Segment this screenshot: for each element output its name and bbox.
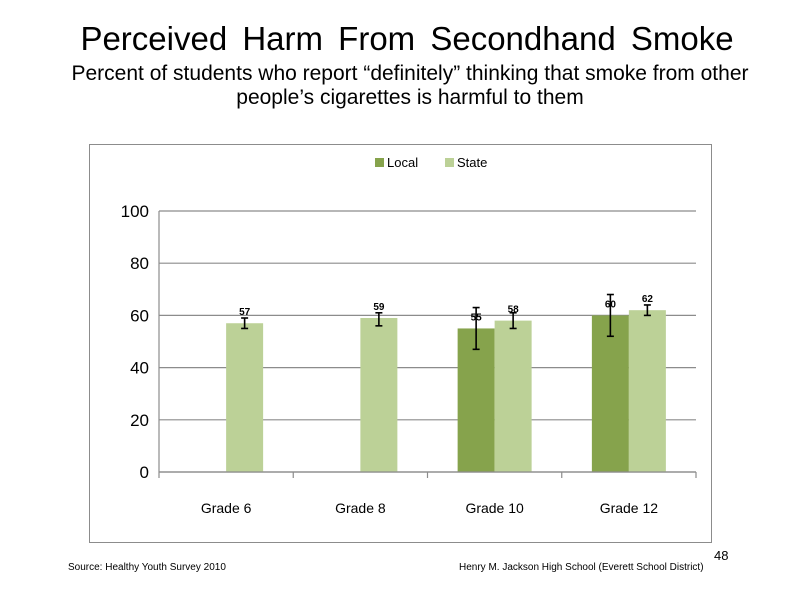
school-credit: Henry M. Jackson High School (Everett Sc… bbox=[459, 562, 704, 573]
x-category-label: Grade 8 bbox=[335, 500, 386, 516]
data-label: 57 bbox=[239, 307, 251, 318]
x-category-label: Grade 12 bbox=[600, 500, 659, 516]
chart-area: 0 20 40 60 80 100 57 Grade 6 59 Grade 8 55 58 Grade … bbox=[89, 144, 712, 543]
bar-state bbox=[494, 320, 532, 472]
bar-local bbox=[591, 315, 629, 472]
y-tick-label: 20 bbox=[130, 411, 149, 430]
y-tick-label: 40 bbox=[130, 359, 149, 378]
bar-chart: 0 20 40 60 80 100 57 Grade 6 59 Grade 8 55 58 Grade … bbox=[121, 155, 697, 516]
y-tick-label: 0 bbox=[140, 463, 149, 482]
slide-subtitle: Percent of students who report “definite… bbox=[71, 62, 749, 109]
bar-state bbox=[360, 318, 398, 472]
legend-swatch-state bbox=[445, 158, 454, 167]
x-category-label: Grade 10 bbox=[465, 500, 524, 516]
bar-local bbox=[457, 328, 495, 472]
legend-swatch-local bbox=[375, 158, 384, 167]
data-label: 62 bbox=[642, 294, 654, 305]
y-tick-label: 60 bbox=[130, 306, 149, 325]
legend-label-local: Local bbox=[387, 155, 418, 170]
bar-state bbox=[628, 310, 666, 472]
data-label: 59 bbox=[373, 302, 385, 313]
data-label: 55 bbox=[471, 312, 483, 323]
data-label: 58 bbox=[508, 305, 520, 316]
data-label: 60 bbox=[605, 299, 617, 310]
bar-state bbox=[226, 323, 264, 472]
page-number: 48 bbox=[714, 548, 729, 563]
source-note: Source: Healthy Youth Survey 2010 bbox=[68, 562, 226, 573]
x-category-label: Grade 6 bbox=[201, 500, 252, 516]
y-tick-label: 100 bbox=[121, 202, 149, 221]
legend-label-state: State bbox=[457, 155, 487, 170]
slide-title: Perceived Harm From Secondhand Smoke bbox=[80, 20, 734, 57]
y-tick-label: 80 bbox=[130, 254, 149, 273]
